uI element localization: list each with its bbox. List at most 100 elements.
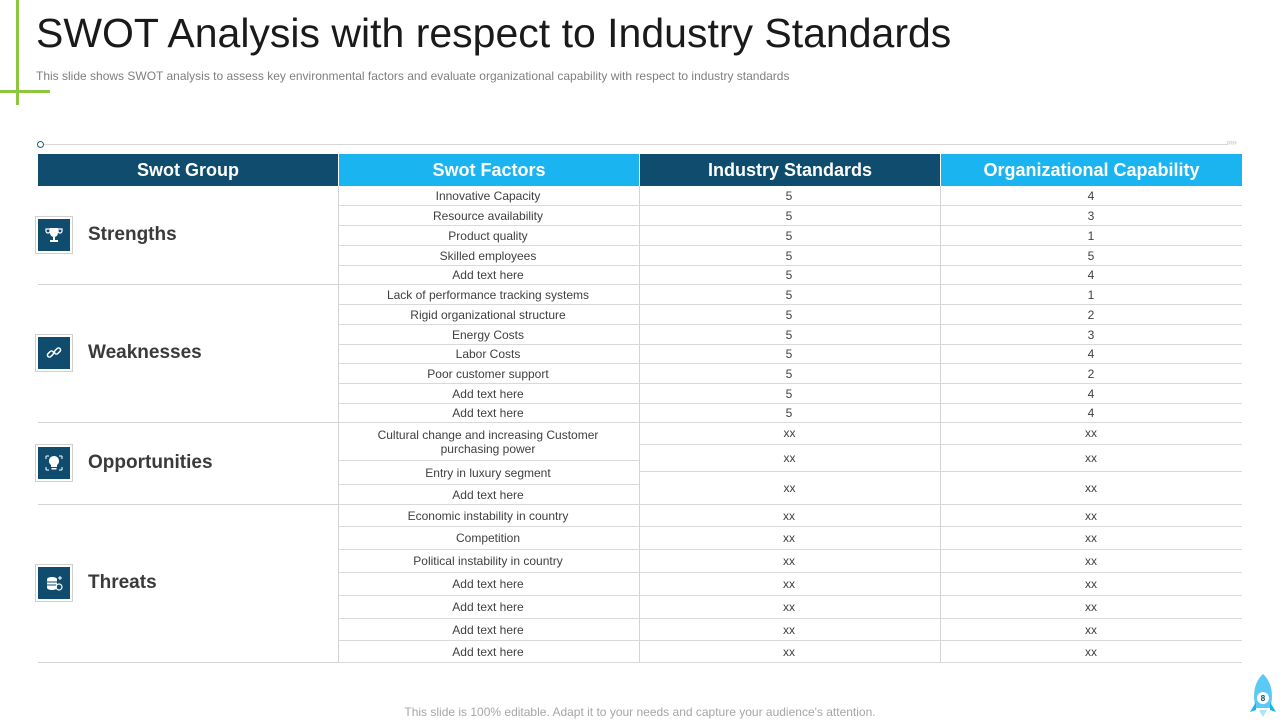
group-label-strengths: Strengths: [88, 224, 177, 245]
lightbulb-icon: [38, 447, 70, 479]
group-divider: [38, 504, 338, 505]
table-row: Add text here 5 4: [338, 384, 1242, 404]
footer-note: This slide is 100% editable. Adapt it to…: [404, 705, 876, 719]
column-separator: [639, 186, 640, 662]
page-number: 8: [1261, 694, 1266, 703]
factor-cell: Entry in luxury segment: [425, 465, 551, 480]
org-capability-cell: xx: [1085, 644, 1097, 659]
org-capability-cell: 2: [1087, 307, 1095, 322]
weaknesses-icon-frame: [35, 334, 73, 372]
table-row: Resource availability 5 3: [338, 206, 1242, 226]
factor-cell: Lack of performance tracking systems: [386, 287, 590, 302]
table-row: Add text here xx xx: [338, 641, 1242, 663]
factor-cell: Add text here: [452, 405, 524, 420]
table-row: Energy Costs 5 3: [338, 325, 1242, 345]
table-row: Cultural change and increasing Customer …: [338, 423, 639, 461]
org-capability-cell: xx: [1085, 554, 1097, 568]
industry-standard-cell: xx: [783, 481, 796, 495]
industry-standard-cell: 5: [785, 405, 793, 420]
industry-standard-cell: 5: [785, 228, 793, 243]
industry-standard-cell: xx: [783, 600, 795, 614]
org-capability-cell: 4: [1087, 346, 1095, 361]
group-divider: [38, 284, 338, 285]
factor-cell: Labor Costs: [455, 346, 521, 361]
org-capability-cell: xx: [1085, 508, 1097, 523]
accent-bar-vertical: [16, 0, 19, 105]
factor-cell: Product quality: [448, 228, 528, 243]
factor-cell: Add text here: [452, 487, 524, 502]
industry-standard-cell: xx: [783, 577, 795, 591]
group-opportunities: Opportunities: [35, 444, 213, 482]
org-capability-cell: 4: [1087, 405, 1095, 420]
group-label-weaknesses: Weaknesses: [88, 342, 202, 363]
factor-cell: Add text here: [452, 577, 524, 591]
factor-cell: Political instability in country: [413, 554, 563, 568]
table-row: Add text here: [338, 485, 639, 505]
org-capability-cell: 4: [1087, 386, 1095, 401]
factor-cell: Cultural change and increasing Customer …: [377, 427, 599, 456]
org-capability-cell: 5: [1087, 248, 1095, 263]
table-row: Competition xx xx: [338, 527, 1242, 550]
table-row: Lack of performance tracking systems 5 1: [338, 285, 1242, 305]
industry-standard-cell: 5: [785, 208, 793, 223]
divider-arrow-icon: ›››››: [1226, 137, 1237, 147]
industry-standard-cell: 5: [785, 307, 793, 322]
opportunities-icon-frame: [35, 444, 73, 482]
industry-standard-cell: xx: [783, 622, 795, 637]
factor-cell: Economic instability in country: [407, 508, 569, 523]
strengths-icon-frame: [35, 216, 73, 254]
table-row: Skilled employees 5 5: [338, 246, 1242, 266]
industry-standard-cell: xx: [783, 531, 795, 545]
group-weaknesses: Weaknesses: [35, 334, 202, 372]
org-capability-cell: 3: [1087, 327, 1095, 342]
factor-cell: Poor customer support: [427, 366, 549, 381]
org-capability-cell: 4: [1087, 267, 1095, 282]
table-row: Poor customer support 5 2: [338, 364, 1242, 384]
table-row: Product quality 5 1: [338, 226, 1242, 246]
org-capability-cell: xx: [1085, 426, 1097, 440]
table-row: xx xx: [639, 445, 1242, 472]
org-capability-cell: xx: [1085, 481, 1097, 495]
group-threats: Threats: [35, 564, 157, 602]
column-separator: [940, 186, 941, 662]
org-capability-cell: xx: [1085, 622, 1097, 637]
industry-standard-cell: 5: [785, 188, 793, 203]
industry-standard-cell: 5: [785, 366, 793, 381]
divider-dot: [37, 141, 44, 148]
industry-standard-cell: 5: [785, 346, 793, 361]
factor-cell: Innovative Capacity: [435, 188, 541, 203]
org-capability-cell: 1: [1087, 287, 1095, 302]
industry-standard-cell: 5: [785, 287, 793, 302]
table-row: Add text here xx xx: [338, 619, 1242, 641]
factor-cell: Energy Costs: [451, 327, 525, 342]
slide-title: SWOT Analysis with respect to Industry S…: [36, 10, 952, 56]
group-divider: [38, 422, 338, 423]
org-capability-cell: 1: [1087, 228, 1095, 243]
rocket-icon: 8: [1250, 674, 1276, 717]
industry-standard-cell: xx: [783, 554, 795, 568]
factor-cell: Resource availability: [432, 208, 544, 223]
header-swot-factors: Swot Factors: [339, 154, 639, 186]
org-capability-cell: xx: [1085, 451, 1097, 465]
table-row: Add text here xx xx: [338, 596, 1242, 619]
factor-cell: Skilled employees: [439, 248, 537, 263]
industry-standard-cell: xx: [783, 451, 796, 465]
table-row: xx xx: [639, 423, 1242, 445]
header-industry-standards: Industry Standards: [640, 154, 940, 186]
factor-cell: Add text here: [452, 622, 524, 637]
factor-cell: Rigid organizational structure: [410, 307, 566, 322]
industry-standard-cell: xx: [783, 644, 795, 659]
group-divider: [38, 662, 338, 663]
org-capability-cell: 2: [1087, 366, 1095, 381]
org-capability-cell: 3: [1087, 208, 1095, 223]
group-label-threats: Threats: [88, 572, 157, 593]
table-row: Labor Costs 5 4: [338, 344, 1242, 364]
table-row: Add text here 5 4: [338, 265, 1242, 285]
divider-line: [40, 144, 1228, 145]
broken-link-icon: [38, 337, 70, 369]
table-row: Add text here xx xx: [338, 573, 1242, 596]
group-label-opportunities: Opportunities: [88, 452, 213, 473]
group-strengths: Strengths: [35, 216, 177, 254]
table-row: Add text here 5 4: [338, 403, 1242, 423]
org-capability-cell: xx: [1085, 531, 1097, 545]
